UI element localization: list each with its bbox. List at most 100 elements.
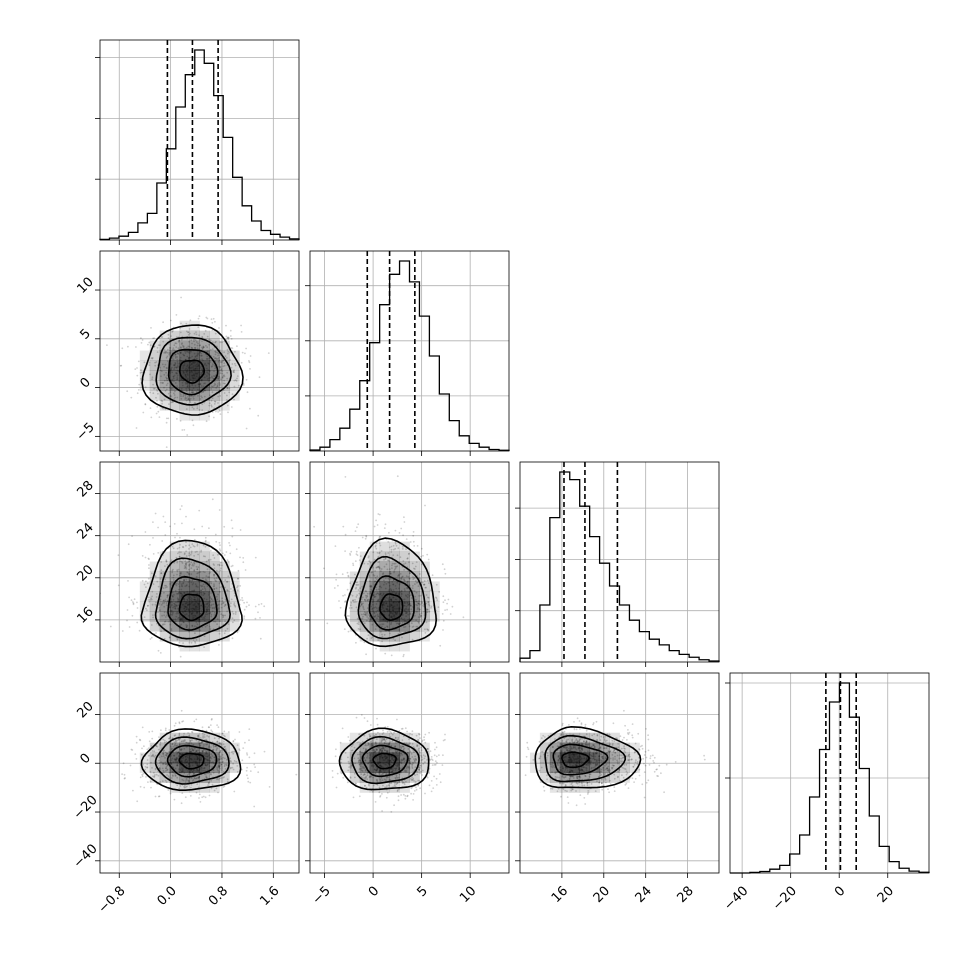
scatter-point (221, 758, 223, 760)
scatter-point (160, 375, 162, 378)
scatter-point (152, 775, 154, 778)
scatter-point (160, 569, 163, 571)
scatter-point (412, 576, 414, 578)
scatter-point (359, 605, 362, 608)
scatter-point (194, 642, 197, 644)
density-cell (199, 541, 210, 552)
scatter-point (142, 763, 144, 766)
scatter-point (413, 760, 416, 763)
scatter-point (196, 544, 199, 547)
density-cell (209, 631, 220, 642)
scatter-point (410, 752, 413, 755)
scatter-point (190, 579, 193, 581)
scatter-point (209, 394, 211, 397)
scatter-point (348, 739, 351, 742)
scatter-point (165, 767, 167, 770)
scatter-point (174, 353, 176, 356)
scatter-point (197, 741, 200, 743)
scatter-point (173, 741, 176, 744)
scatter-point (410, 763, 412, 765)
scatter-point (151, 376, 154, 379)
scatter-point (356, 526, 358, 529)
density-cell (389, 621, 400, 632)
scatter-point (179, 655, 182, 658)
scatter-point (153, 387, 156, 390)
scatter-point (363, 734, 366, 737)
scatter-point (419, 616, 422, 618)
scatter-point (410, 792, 412, 795)
scatter-point (159, 369, 162, 372)
scatter-point (367, 762, 369, 765)
scatter-point (135, 758, 138, 760)
scatter-point (428, 610, 431, 613)
scatter-point (212, 744, 215, 747)
density-cell (209, 732, 220, 744)
scatter-point (176, 561, 179, 564)
scatter-point (150, 745, 153, 747)
scatter-point (434, 741, 436, 744)
scatter-point (157, 344, 160, 347)
scatter-point (176, 739, 179, 742)
scatter-point (219, 742, 222, 745)
scatter-point (385, 738, 388, 740)
scatter-point (213, 575, 216, 577)
scatter-point (205, 750, 207, 752)
scatter-point (139, 739, 142, 742)
scatter-point (181, 792, 184, 794)
scatter-point (361, 770, 364, 772)
density-cell (139, 591, 151, 602)
scatter-point (378, 567, 381, 570)
density-cell (149, 742, 161, 753)
scatter-point (182, 740, 185, 743)
scatter-point (221, 360, 224, 363)
scatter-point (414, 583, 416, 585)
scatter-point (201, 409, 204, 411)
scatter-point (267, 352, 270, 354)
scatter-point (165, 371, 168, 374)
scatter-point (237, 577, 239, 580)
scatter-point (183, 579, 185, 582)
scatter-point (217, 358, 219, 360)
scatter-point (174, 354, 177, 356)
density-cell (189, 390, 200, 401)
scatter-point (191, 347, 193, 349)
y-tick-label: −5 (74, 420, 98, 444)
density-cell (139, 370, 151, 381)
scatter-point (364, 600, 367, 602)
density-cell (399, 551, 410, 562)
scatter-point (140, 369, 142, 371)
scatter-point (220, 606, 223, 609)
scatter-point (156, 580, 159, 583)
density-cell (389, 611, 400, 622)
density-cell (359, 591, 371, 602)
scatter-point (219, 372, 222, 375)
scatter-point (122, 762, 125, 765)
density-cell (139, 611, 151, 622)
scatter-point (193, 343, 196, 346)
scatter-point (172, 576, 175, 579)
scatter-point (151, 603, 154, 606)
scatter-point (186, 785, 188, 788)
scatter-point (234, 611, 237, 613)
scatter-point (218, 410, 221, 412)
scatter-point (226, 610, 229, 613)
scatter-point (241, 759, 244, 762)
scatter-point (234, 362, 236, 365)
scatter-point (236, 345, 238, 348)
density-cell (389, 601, 400, 612)
scatter-point (153, 775, 156, 778)
scatter-point (218, 384, 221, 387)
scatter-point (426, 628, 428, 630)
scatter-point (313, 525, 315, 528)
scatter-point (185, 555, 188, 557)
scatter-point (191, 543, 194, 545)
density-cell (149, 380, 161, 391)
scatter-point (214, 320, 216, 323)
scatter-point (205, 776, 208, 779)
scatter-point (178, 641, 181, 644)
scatter-point (173, 724, 176, 727)
scatter-point (172, 358, 175, 361)
scatter-point (145, 607, 147, 610)
scatter-point (194, 632, 196, 635)
scatter-point (157, 392, 159, 395)
